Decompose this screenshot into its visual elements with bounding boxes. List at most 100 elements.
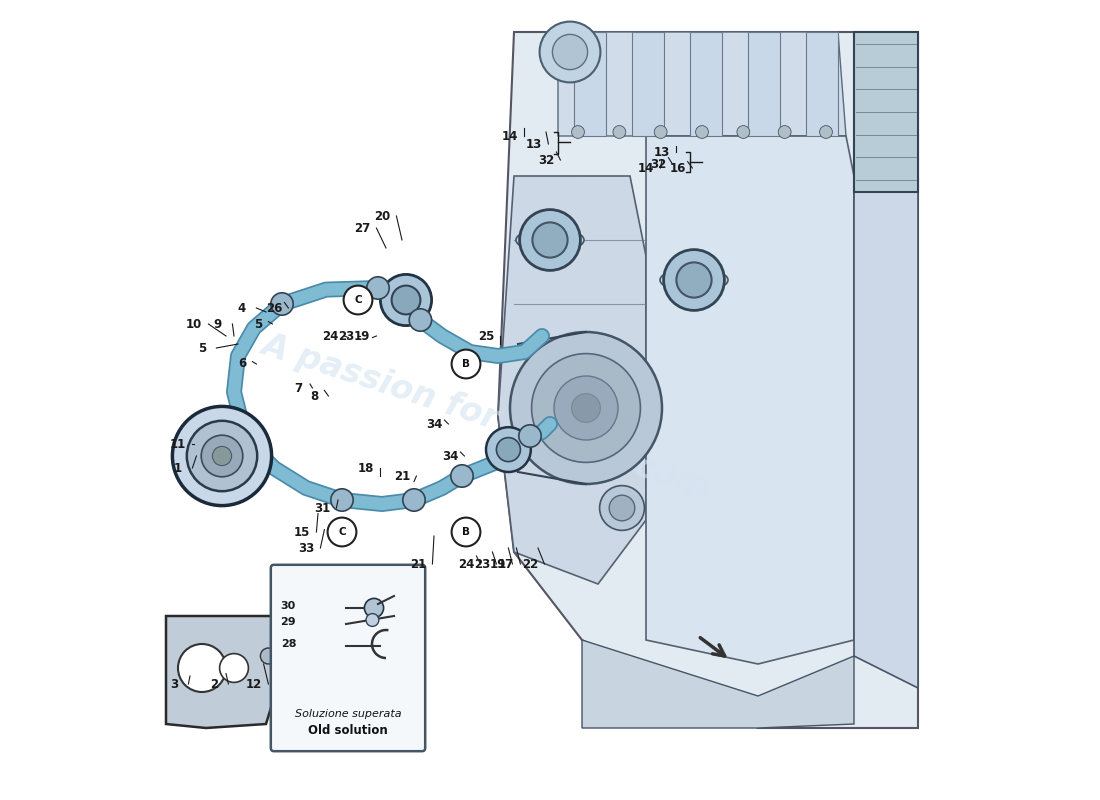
Circle shape xyxy=(486,427,531,472)
Polygon shape xyxy=(166,616,282,728)
Circle shape xyxy=(572,126,584,138)
Text: 29: 29 xyxy=(280,618,296,627)
Text: Old solution: Old solution xyxy=(308,724,388,737)
Text: 6: 6 xyxy=(238,358,246,370)
Circle shape xyxy=(609,495,635,521)
Polygon shape xyxy=(632,32,664,136)
Circle shape xyxy=(220,654,249,682)
Circle shape xyxy=(510,332,662,484)
Text: 4: 4 xyxy=(238,302,246,314)
Circle shape xyxy=(187,421,257,491)
Circle shape xyxy=(695,126,708,138)
Text: 16: 16 xyxy=(670,162,686,174)
Text: 24: 24 xyxy=(458,558,474,570)
Circle shape xyxy=(779,126,791,138)
Circle shape xyxy=(519,425,541,447)
Text: 31: 31 xyxy=(314,502,330,514)
Ellipse shape xyxy=(516,228,584,252)
Circle shape xyxy=(452,350,481,378)
Circle shape xyxy=(519,210,581,270)
Circle shape xyxy=(532,222,568,258)
Text: 17: 17 xyxy=(498,558,514,570)
Circle shape xyxy=(409,309,431,331)
Circle shape xyxy=(820,126,833,138)
Circle shape xyxy=(451,465,473,487)
Circle shape xyxy=(403,489,426,511)
Circle shape xyxy=(572,394,601,422)
Text: 23: 23 xyxy=(338,330,354,342)
Text: 15: 15 xyxy=(294,526,310,538)
Text: 11: 11 xyxy=(169,438,186,450)
Circle shape xyxy=(366,614,378,626)
Circle shape xyxy=(381,274,431,326)
Circle shape xyxy=(540,22,601,82)
Polygon shape xyxy=(558,32,846,136)
Circle shape xyxy=(552,34,587,70)
Text: 22: 22 xyxy=(521,558,538,570)
Circle shape xyxy=(343,286,373,314)
Circle shape xyxy=(201,435,243,477)
Text: 18: 18 xyxy=(358,462,374,474)
Text: 14: 14 xyxy=(638,162,654,174)
Circle shape xyxy=(737,126,750,138)
Circle shape xyxy=(554,376,618,440)
Text: 27: 27 xyxy=(354,222,370,234)
Text: 7: 7 xyxy=(294,382,302,394)
Text: 26: 26 xyxy=(266,302,283,314)
Text: B: B xyxy=(462,359,470,369)
Circle shape xyxy=(178,644,226,692)
Circle shape xyxy=(600,486,645,530)
Circle shape xyxy=(452,518,481,546)
Text: 30: 30 xyxy=(280,602,296,611)
Text: 34: 34 xyxy=(426,418,442,430)
Text: 21: 21 xyxy=(394,470,410,482)
Circle shape xyxy=(173,406,272,506)
Text: 5: 5 xyxy=(198,342,206,354)
Text: 14: 14 xyxy=(502,130,518,142)
Text: C: C xyxy=(338,527,345,537)
Text: 28: 28 xyxy=(280,639,296,649)
Polygon shape xyxy=(646,136,854,664)
Text: 34: 34 xyxy=(442,450,459,462)
Text: 12: 12 xyxy=(246,678,262,690)
Text: B: B xyxy=(462,527,470,537)
Text: 1: 1 xyxy=(174,462,183,474)
Text: 19: 19 xyxy=(354,330,371,342)
Text: A passion for ferrari.com: A passion for ferrari.com xyxy=(257,328,714,504)
Text: 13: 13 xyxy=(653,146,670,158)
Polygon shape xyxy=(498,32,918,728)
Text: 24: 24 xyxy=(322,330,338,342)
Text: 3: 3 xyxy=(169,678,178,690)
Circle shape xyxy=(212,446,232,466)
Circle shape xyxy=(364,598,384,618)
Text: 5: 5 xyxy=(254,318,262,330)
Circle shape xyxy=(531,354,640,462)
Circle shape xyxy=(328,518,356,546)
Polygon shape xyxy=(574,32,606,136)
Text: 20: 20 xyxy=(374,210,390,222)
Circle shape xyxy=(331,489,353,511)
Circle shape xyxy=(261,648,276,664)
Text: C: C xyxy=(354,295,362,305)
Polygon shape xyxy=(854,32,918,192)
Text: 2: 2 xyxy=(210,678,218,690)
Circle shape xyxy=(496,438,520,462)
Text: Soluzione superata: Soluzione superata xyxy=(295,710,402,719)
Circle shape xyxy=(663,250,725,310)
Text: 25: 25 xyxy=(477,330,494,342)
Text: 13: 13 xyxy=(526,138,542,150)
Text: 32: 32 xyxy=(538,154,554,166)
Polygon shape xyxy=(582,640,854,728)
FancyBboxPatch shape xyxy=(271,565,426,751)
Circle shape xyxy=(366,277,389,299)
Polygon shape xyxy=(806,32,838,136)
Text: 10: 10 xyxy=(186,318,202,330)
Text: 19: 19 xyxy=(490,558,506,570)
Ellipse shape xyxy=(660,268,728,292)
Circle shape xyxy=(676,262,712,298)
Circle shape xyxy=(271,293,294,315)
Text: 32: 32 xyxy=(650,158,667,170)
Polygon shape xyxy=(748,32,780,136)
Polygon shape xyxy=(854,120,918,688)
Text: 9: 9 xyxy=(213,318,222,330)
